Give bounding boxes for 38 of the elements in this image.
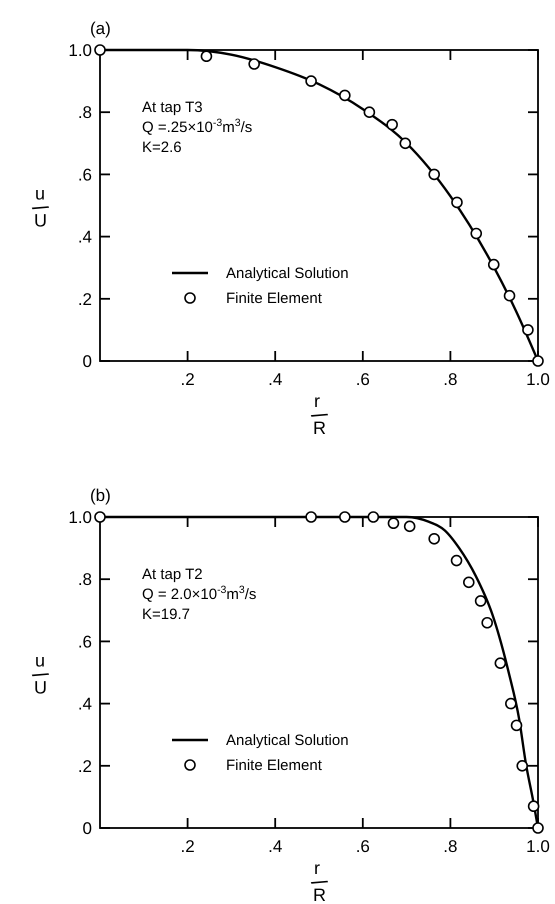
x-tick-label: .6	[356, 370, 370, 389]
y-tick-label: .4	[78, 694, 92, 714]
y-tick-label: .8	[78, 103, 92, 122]
y-tick-label: .2	[78, 290, 92, 309]
x-tick-label: .2	[180, 370, 195, 389]
annotation: Q = 2.0×10$^{-3}$m$^{3}$/s	[142, 584, 256, 603]
legend-label: Analytical Solution	[226, 265, 349, 282]
y-tick-label: .8	[78, 570, 92, 590]
y-tick-label: 0	[82, 819, 92, 838]
legend-label: Finite Element	[226, 290, 323, 307]
annotation: At tap T3	[142, 99, 203, 116]
y-tick-label: 1.0	[68, 508, 92, 527]
y-tick-label: .4	[78, 228, 92, 247]
x-axis-title: r/R	[306, 391, 332, 438]
x-tick-label: .8	[443, 837, 458, 856]
x-tick-label: .4	[268, 837, 282, 856]
y-tick-label: .6	[78, 632, 92, 652]
x-tick-label: 1.0	[526, 370, 550, 389]
annotation: Q =.25×10$^{-3}$m$^{3}$/s	[142, 117, 252, 136]
chart-title: (b)	[90, 486, 111, 505]
x-tick-label: .4	[268, 370, 282, 389]
chart-title: (a)	[90, 19, 111, 38]
annotation: At tap T2	[142, 566, 203, 583]
y-tick-label: 1.0	[68, 41, 92, 60]
annotation: K=2.6	[142, 139, 182, 156]
y-axis-title: u/U	[27, 650, 54, 698]
annotation: K=19.7	[142, 606, 190, 623]
x-tick-label: .8	[443, 370, 458, 389]
x-axis-title: r/R	[306, 858, 332, 904]
y-axis-title: u/U	[27, 184, 54, 230]
legend-label: Finite Element	[226, 757, 323, 774]
y-tick-label: .2	[78, 756, 92, 776]
x-tick-label: 1.0	[526, 837, 550, 856]
legend-label: Analytical Solution	[226, 732, 349, 749]
y-tick-label: 0	[82, 352, 92, 371]
x-tick-label: .6	[356, 837, 370, 856]
y-tick-label: .6	[78, 165, 92, 184]
x-tick-label: .2	[180, 837, 195, 856]
